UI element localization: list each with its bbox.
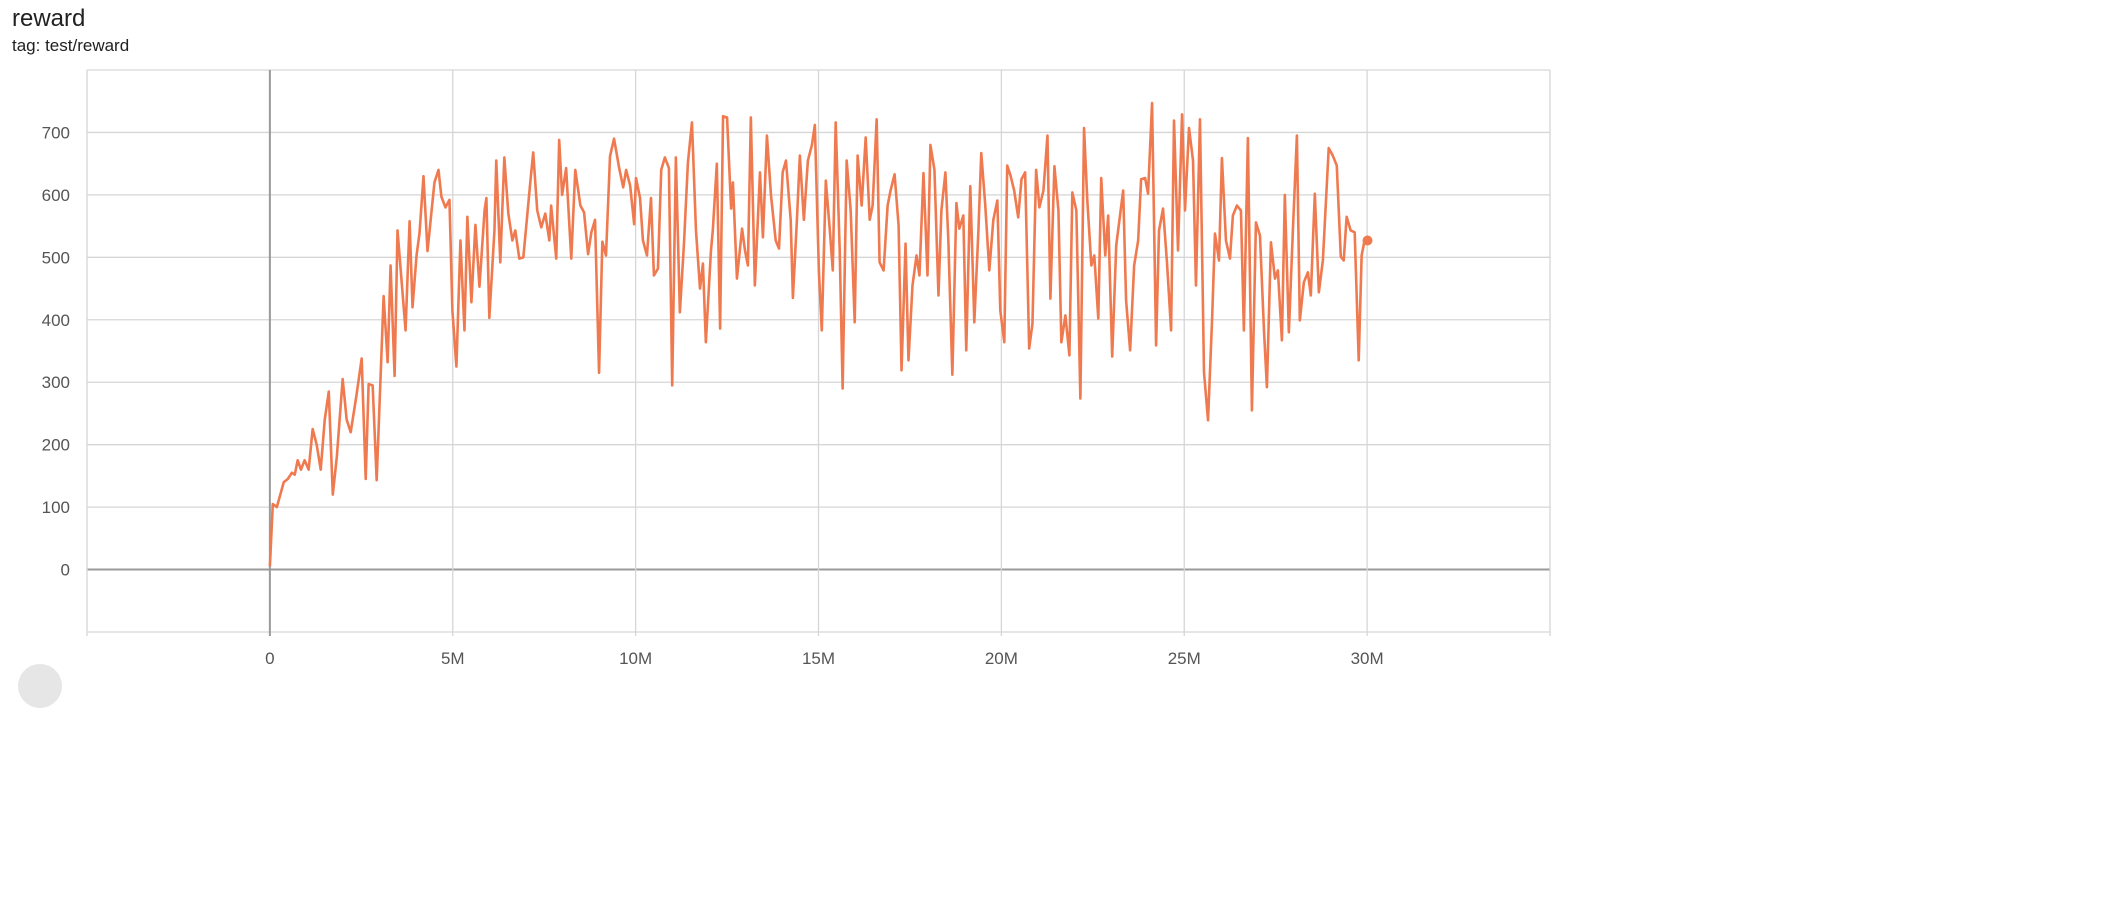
chart-title: reward [12, 5, 86, 32]
last-point-marker [1362, 235, 1373, 246]
x-tick-label: 30M [1351, 649, 1384, 668]
y-tick-label: 500 [42, 248, 70, 267]
y-tick-label: 200 [42, 436, 70, 455]
x-tick-label: 20M [985, 649, 1018, 668]
y-tick-label: 600 [42, 186, 70, 205]
y-tick-label: 300 [42, 373, 70, 392]
x-tick-label: 10M [619, 649, 652, 668]
gridlines [86, 69, 1551, 636]
x-axis-ticks: 0 5M 10M 15M 20M 25M 30M [265, 649, 1384, 668]
x-tick-label: 25M [1168, 649, 1201, 668]
series-reward[interactable] [268, 101, 1373, 567]
y-tick-label: 700 [42, 123, 70, 142]
y-tick-label: 0 [61, 561, 70, 580]
y-tick-label: 400 [42, 311, 70, 330]
chart-tag: tag: test/reward [12, 36, 130, 55]
x-tick-label: 0 [265, 649, 274, 668]
y-tick-label: 100 [42, 498, 70, 517]
y-axis-ticks: 0 100 200 300 400 500 600 700 [42, 123, 70, 579]
x-tick-label: 5M [441, 649, 465, 668]
circle-button[interactable] [18, 664, 62, 708]
x-tick-label: 15M [802, 649, 835, 668]
